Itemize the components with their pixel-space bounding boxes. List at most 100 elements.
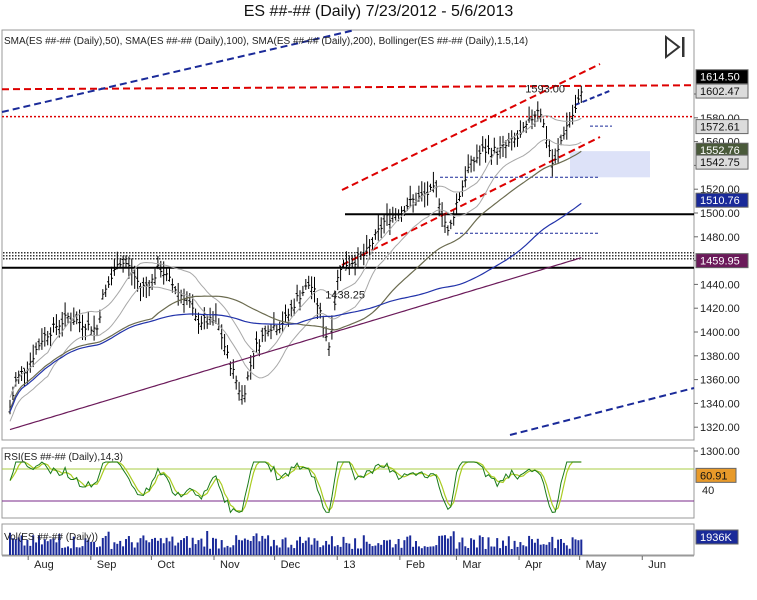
volume-bar [72,536,75,555]
volume-bar [203,546,206,555]
volume-bar [93,541,96,555]
volume-bar [220,540,223,555]
volume-bar [32,535,35,555]
volume-bar [409,535,412,555]
axis-value-tag-label: 1572.61 [700,122,740,134]
price-legend: SMA(ES ##-## (Daily),50), SMA(ES ##-## (… [4,36,528,47]
volume-bar [275,545,278,555]
volume-bar [90,542,93,555]
volume-bar [351,548,354,555]
volume-bar [98,546,101,555]
volume-bar [516,546,519,555]
volume-bar [197,540,200,555]
x-tick-label: May [586,559,607,571]
volume-bar [499,548,502,555]
volume-bar [325,540,328,555]
bollinger-lower [9,138,582,422]
volume-bar [194,544,197,555]
volume-bar [313,538,316,555]
volume-bar [449,536,452,555]
volume-bar [122,546,125,555]
volume-bar [528,535,531,555]
volume-bar [104,535,107,555]
volume-bar [475,547,478,555]
volume-bar [371,546,374,555]
volume-bar [217,548,220,555]
level-band [2,250,694,261]
volume-bar [154,537,156,555]
volume-bar [525,546,528,555]
volume-bar [415,541,417,555]
volume-bar [87,539,90,555]
volume-bar [568,548,571,555]
sma-200-line [9,257,582,431]
volume-bar [307,537,310,555]
volume-bar [38,535,40,555]
volume-bar [84,538,87,555]
volume-bar [420,548,423,555]
volume-bar [180,540,183,555]
volume-bar [441,535,444,555]
axis-value-tag-label: 1614.50 [700,72,740,84]
price-annotation: 1593.00 [525,83,565,95]
volume-bar [255,533,258,555]
x-tick-label: Jun [648,559,666,571]
volume-bar [502,540,504,555]
volume-bar [481,537,484,555]
volume-legend: Vol(ES ##-## (Daily)) [4,532,98,543]
rsi-line [9,461,582,514]
volume-bar [9,532,11,555]
volume-bar [446,538,449,555]
volume-bar [484,548,487,555]
volume-bar [455,548,458,555]
volume-bar [101,537,104,555]
volume-bar [565,545,568,555]
volume-bar [261,535,264,555]
volume-bar [55,542,58,555]
volume-bar [26,539,29,555]
volume-bar [162,543,165,555]
volume-bar [328,544,330,555]
volume-panel-frame [1,523,695,556]
volume-bar [554,548,557,555]
axis-value-tag-label: 1552.76 [700,145,740,157]
volume-bar [252,536,255,555]
volume-value-tag-label: 1936K [700,532,732,544]
volume-bar [272,539,275,555]
volume-bar [519,542,522,555]
volume-bar [417,546,420,555]
volume-bar [388,539,391,555]
volume-bar [374,545,377,555]
volume-bar [148,542,151,555]
volume-bar [299,536,301,555]
volume-bar [560,539,562,555]
x-tick-label: Oct [157,559,174,571]
volume-bar [548,542,551,555]
volume-bar [301,543,304,555]
volume-bar [377,543,380,555]
volume-bar [571,537,574,555]
play-pause-icon[interactable] [665,34,685,60]
chart-title: ES ##-## (Daily) 7/23/2012 - 5/6/2013 [243,3,514,20]
volume-bar [278,547,281,555]
volume-bar [165,537,168,555]
volume-bar [542,544,545,555]
sma-50-line [9,150,582,410]
volume-bar [342,536,345,555]
axis-value-tag-label: 1602.47 [700,86,740,98]
volume-bar [119,540,122,555]
volume-bar [496,538,499,555]
volume-bar [58,533,61,555]
trendline-blue [1,29,356,113]
volume-bar [81,546,84,555]
volume-bar [452,531,455,555]
volume-bar [478,535,481,555]
volume-value-tag [695,529,739,545]
volume-bar [348,543,351,555]
volume-bar [264,538,267,555]
volume-bar [354,538,357,555]
volume-bar [522,545,525,555]
rsi-value-tag [695,467,737,483]
volume-bar [365,541,368,555]
